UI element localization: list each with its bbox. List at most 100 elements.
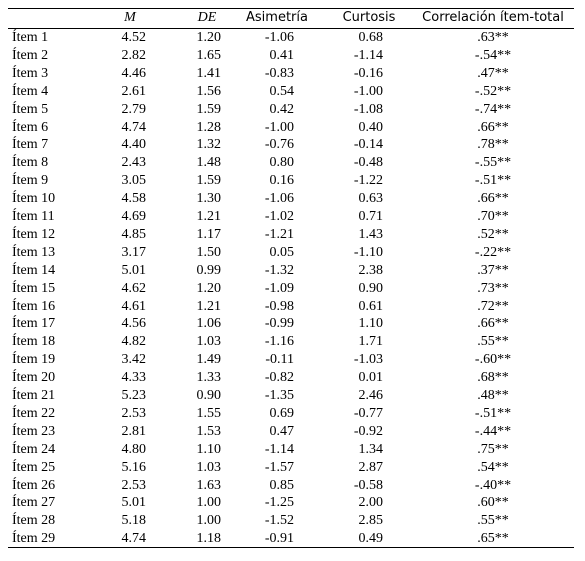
cell-value: 2.53 xyxy=(121,405,147,421)
cell-value: 0.47 xyxy=(269,423,295,439)
cell-value: 4.52 xyxy=(121,30,147,45)
row-label: Ítem 15 xyxy=(12,280,56,296)
cell-value: 1.18 xyxy=(196,531,222,547)
cell-value: .66** xyxy=(477,119,509,135)
cell-value: -0.76 xyxy=(264,137,294,153)
cell-value: -0.99 xyxy=(264,316,294,332)
cell-value: -0.82 xyxy=(264,370,294,386)
cell-value: 5.23 xyxy=(121,388,147,403)
cell-value: -1.03 xyxy=(353,352,383,368)
cell-value: .78** xyxy=(477,137,509,153)
cell-value: 1.30 xyxy=(196,191,222,207)
row-label: Ítem 8 xyxy=(12,155,49,171)
row-label: Ítem 17 xyxy=(12,316,56,332)
column-header: M xyxy=(124,10,136,25)
cell-value: -0.91 xyxy=(264,531,294,547)
cell-value: 4.74 xyxy=(121,119,147,135)
cell-value: 1.00 xyxy=(196,513,222,529)
cell-value: 0.49 xyxy=(358,531,384,547)
cell-value: -.55** xyxy=(474,155,512,171)
cell-value: 4.33 xyxy=(121,370,147,386)
column-header: Curtosis xyxy=(342,10,396,25)
row-label: Ítem 4 xyxy=(12,83,49,99)
cell-value: 1.17 xyxy=(196,226,222,242)
cell-value: 3.05 xyxy=(121,173,147,189)
top-rule xyxy=(8,8,574,9)
cell-value: 1.59 xyxy=(196,101,222,117)
cell-value: -1.35 xyxy=(264,388,294,403)
cell-value: -.52** xyxy=(474,83,512,99)
cell-value: 1.56 xyxy=(196,83,222,99)
cell-value: 1.00 xyxy=(196,495,222,511)
row-label: Ítem 27 xyxy=(12,495,56,511)
cell-value: -1.57 xyxy=(264,459,294,475)
cell-value: -1.14 xyxy=(353,47,383,63)
bottom-rule xyxy=(8,547,574,548)
cell-value: 5.18 xyxy=(121,513,147,529)
cell-value: 0.05 xyxy=(269,244,295,260)
cell-value: 1.71 xyxy=(358,334,384,350)
cell-value: 0.40 xyxy=(358,119,384,135)
cell-value: 1.28 xyxy=(196,119,222,135)
cell-value: -.60** xyxy=(474,352,512,368)
cell-value: .65** xyxy=(477,531,509,547)
cell-value: -1.06 xyxy=(264,191,294,207)
row-label: Ítem 24 xyxy=(12,441,56,457)
cell-value: 2.81 xyxy=(121,423,147,439)
cell-value: .73** xyxy=(477,280,509,296)
cell-value: 0.99 xyxy=(196,262,222,278)
row-label: Ítem 6 xyxy=(12,119,49,135)
row-label: Ítem 12 xyxy=(12,226,56,242)
column-header: Asimetría xyxy=(246,10,308,25)
cell-value: -.44** xyxy=(474,423,512,439)
cell-value: .72** xyxy=(477,298,509,314)
cell-value: -1.00 xyxy=(264,119,294,135)
cell-value: -0.16 xyxy=(353,65,383,81)
cell-value: 4.69 xyxy=(121,209,147,224)
cell-value: -1.16 xyxy=(264,334,294,350)
cell-value: 2.46 xyxy=(358,388,384,403)
cell-value: 1.49 xyxy=(196,352,222,368)
cell-value: 2.43 xyxy=(121,155,147,171)
cell-value: -.74** xyxy=(474,101,512,117)
row-label: Ítem 22 xyxy=(12,405,56,421)
cell-value: .55** xyxy=(477,334,509,350)
cell-value: .55** xyxy=(477,513,509,529)
row-label: Ítem 7 xyxy=(12,137,49,153)
cell-value: -1.08 xyxy=(353,101,383,117)
cell-value: 0.61 xyxy=(358,298,384,314)
cell-value: .48** xyxy=(477,388,509,403)
row-label: Ítem 10 xyxy=(12,191,56,207)
row-label: Ítem 3 xyxy=(12,65,49,81)
cell-value: 3.42 xyxy=(121,352,147,368)
cell-value: 0.85 xyxy=(269,477,295,493)
cell-value: 2.82 xyxy=(121,47,147,63)
cell-value: -.22** xyxy=(474,244,512,260)
cell-value: 1.10 xyxy=(196,441,222,457)
row-label: Ítem 1 xyxy=(12,30,49,45)
cell-value: -0.14 xyxy=(353,137,383,153)
cell-value: -0.98 xyxy=(264,298,294,314)
cell-value: 1.03 xyxy=(196,334,222,350)
row-label: Ítem 29 xyxy=(12,531,56,547)
row-label: Ítem 26 xyxy=(12,477,56,493)
cell-value: 4.58 xyxy=(121,191,147,207)
cell-value: 0.69 xyxy=(269,405,295,421)
cell-value: 2.85 xyxy=(358,513,384,529)
cell-value: 4.82 xyxy=(121,334,147,350)
cell-value: 2.38 xyxy=(358,262,384,278)
cell-value: 0.16 xyxy=(269,173,295,189)
cell-value: .66** xyxy=(477,191,509,207)
cell-value: -0.83 xyxy=(264,65,294,81)
row-label: Ítem 5 xyxy=(12,101,49,117)
cell-value: 1.43 xyxy=(358,226,384,242)
cell-value: -.40** xyxy=(474,477,512,493)
cell-value: 0.41 xyxy=(269,47,295,63)
cell-value: 1.03 xyxy=(196,459,222,475)
cell-value: -1.14 xyxy=(264,441,294,457)
cell-value: 1.20 xyxy=(196,30,222,45)
cell-value: .60** xyxy=(477,495,509,511)
cell-value: 4.40 xyxy=(121,137,147,153)
cell-value: 0.01 xyxy=(358,370,384,386)
row-label: Ítem 23 xyxy=(12,423,56,439)
